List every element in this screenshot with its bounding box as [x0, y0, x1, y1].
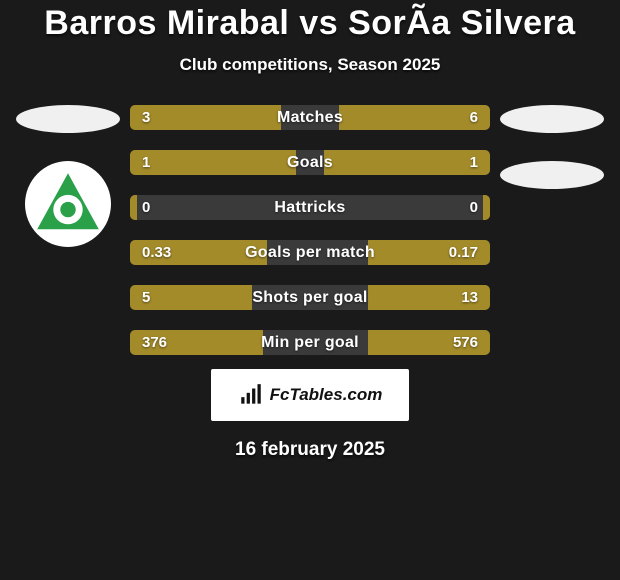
stat-value-right: 1 — [470, 154, 478, 171]
stat-bar: 0.33 Goals per match 0.17 — [130, 240, 490, 265]
stat-bar-fill-right — [483, 195, 490, 220]
stat-value-right: 0.17 — [449, 244, 478, 261]
page-title: Barros Mirabal vs SorÃ­a Silvera — [0, 4, 620, 43]
stat-value-left: 376 — [142, 334, 167, 351]
bar-chart-icon — [238, 382, 264, 408]
right-flag-bottom-icon — [500, 161, 604, 189]
stat-value-left: 5 — [142, 289, 150, 306]
brand-text: FcTables.com — [270, 385, 383, 405]
left-side-column — [6, 105, 130, 247]
stat-bar: 1 Goals 1 — [130, 150, 490, 175]
left-flag-icon — [16, 105, 120, 133]
stat-label: Hattricks — [274, 199, 345, 217]
stat-value-left: 1 — [142, 154, 150, 171]
stat-bar: 3 Matches 6 — [130, 105, 490, 130]
stat-bar: 5 Shots per goal 13 — [130, 285, 490, 310]
right-side-column — [490, 105, 614, 189]
stat-label: Goals per match — [245, 244, 375, 262]
stat-value-right: 0 — [470, 199, 478, 216]
stat-bar: 0 Hattricks 0 — [130, 195, 490, 220]
stat-value-right: 576 — [453, 334, 478, 351]
brand-badge: FcTables.com — [211, 369, 409, 421]
stat-bar-fill-right — [339, 105, 490, 130]
stat-value-left: 0 — [142, 199, 150, 216]
stats-column: 3 Matches 6 1 Goals 1 0 Hattricks 0 0.33 Goals per… — [130, 105, 490, 355]
body-row: 3 Matches 6 1 Goals 1 0 Hattricks 0 0.33 Goals per… — [0, 105, 620, 355]
right-flag-top-icon — [500, 105, 604, 133]
stat-bar-fill-right — [324, 150, 490, 175]
date-label: 16 february 2025 — [0, 439, 620, 461]
stat-bar-fill-left — [130, 105, 281, 130]
stat-bar: 376 Min per goal 576 — [130, 330, 490, 355]
stat-bar-fill-left — [130, 150, 296, 175]
stat-label: Goals — [287, 154, 333, 172]
stat-bar-fill-left — [130, 195, 137, 220]
comparison-infographic: Barros Mirabal vs SorÃ­a Silvera Club co… — [0, 0, 620, 580]
stat-value-right: 6 — [470, 109, 478, 126]
stat-value-left: 3 — [142, 109, 150, 126]
stat-label: Matches — [277, 109, 343, 127]
subtitle: Club competitions, Season 2025 — [0, 55, 620, 75]
stat-label: Shots per goal — [252, 289, 367, 307]
stat-value-right: 13 — [461, 289, 478, 306]
left-club-badge-icon — [25, 161, 111, 247]
stat-value-left: 0.33 — [142, 244, 171, 261]
stat-label: Min per goal — [261, 334, 359, 352]
